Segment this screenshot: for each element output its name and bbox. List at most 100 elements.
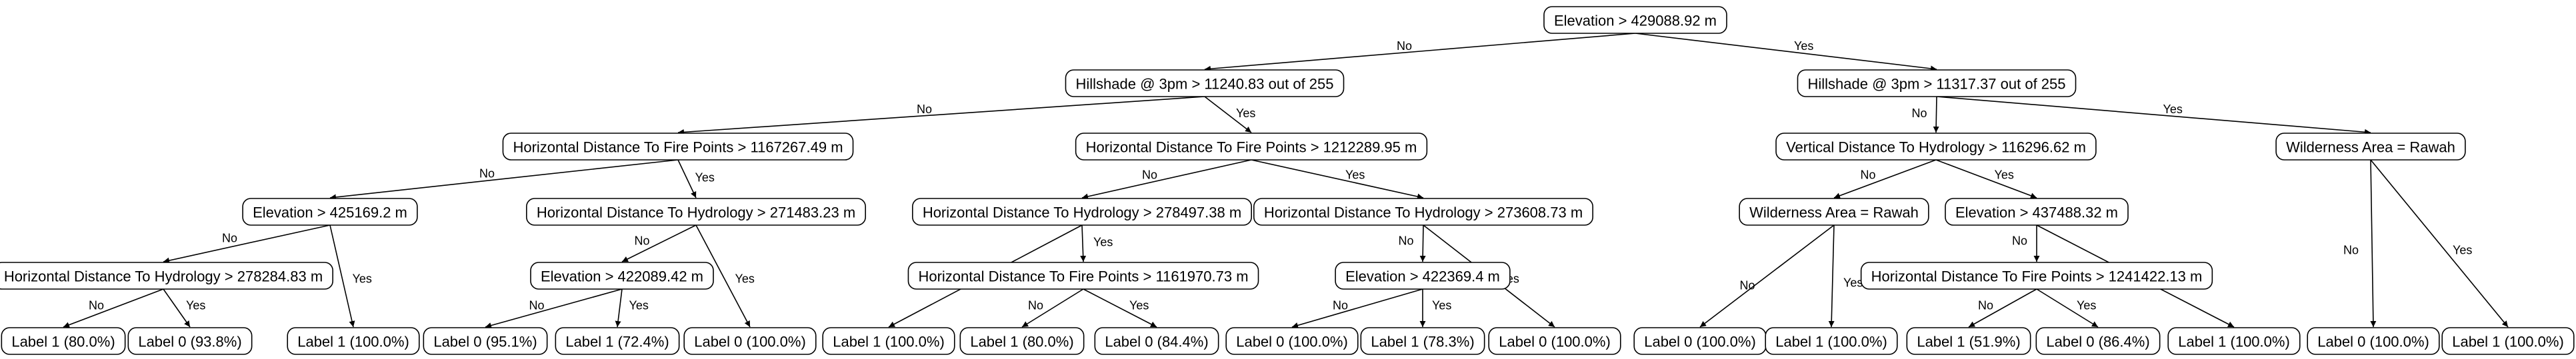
node-label: Label 0 (84.4%) bbox=[1105, 334, 1208, 350]
decision-node-n7: Elevation > 425169.2 m bbox=[242, 198, 418, 226]
edge-label-yes: Yes bbox=[735, 272, 755, 286]
node-box bbox=[1775, 133, 2097, 161]
decision-node-n10: Horizontal Distance To Hydrology > 27360… bbox=[1253, 198, 1593, 226]
edge-n11-n31-arrow bbox=[1828, 224, 1835, 328]
edge-label-yes: Yes bbox=[1843, 276, 1863, 290]
edge-n7-n13-arrow bbox=[163, 224, 331, 264]
node-label: Label 1 (100.0%) bbox=[833, 334, 945, 350]
node-box bbox=[2307, 327, 2440, 355]
node-box bbox=[127, 327, 253, 355]
node-box bbox=[1, 327, 126, 355]
edge-label-no: No bbox=[1911, 107, 1927, 120]
edge-label-yes: Yes bbox=[1129, 299, 1149, 312]
edge-label-yes: Yes bbox=[1093, 236, 1113, 249]
edge-n7-n20-arrow bbox=[329, 224, 355, 328]
node-label: Label 0 (86.4%) bbox=[2046, 334, 2149, 350]
node-box bbox=[1860, 262, 2213, 290]
edge-label-yes: Yes bbox=[1345, 169, 1365, 182]
nodes-layer: Elevation > 429088.92 m Hillshade @ 3pm >… bbox=[0, 6, 2575, 355]
edge-label-yes: Yes bbox=[1995, 169, 2014, 182]
edge-n15-n26-arrow bbox=[1083, 288, 1157, 328]
edge-n3-n8-arrow bbox=[677, 159, 697, 198]
decision-node-n13: Horizontal Distance To Hydrology > 27828… bbox=[0, 262, 333, 290]
edge-n5-n12-arrow bbox=[1935, 159, 2037, 199]
node-label: Label 1 (51.9%) bbox=[1917, 334, 2020, 350]
node-label: Label 1 (100.0%) bbox=[1775, 334, 1887, 350]
edge-label-no: No bbox=[222, 232, 237, 245]
decision-node-n16: Elevation > 422369.4 m bbox=[1335, 262, 1511, 290]
node-box bbox=[1765, 327, 1898, 355]
leaf-node-n25: Label 1 (80.0%) bbox=[959, 327, 1085, 355]
decision-node-n2: Hillshade @ 3pm > 11317.37 out of 255 bbox=[1797, 69, 2077, 97]
edge-label-yes: Yes bbox=[2163, 103, 2183, 116]
leaf-node-n35: Label 0 (100.0%) bbox=[2307, 327, 2440, 355]
node-box bbox=[526, 198, 866, 226]
edge-n8-n23-arrow bbox=[695, 224, 751, 328]
edge-label-yes: Yes bbox=[629, 299, 649, 312]
leaf-node-n30: Label 0 (100.0%) bbox=[1633, 327, 1767, 355]
decision-node-n14: Elevation > 422089.42 m bbox=[530, 262, 714, 290]
leaf-node-n28: Label 1 (78.3%) bbox=[1360, 327, 1485, 355]
edge-label-no: No bbox=[529, 299, 544, 312]
leaf-node-n32: Label 1 (51.9%) bbox=[1906, 327, 2031, 355]
node-box bbox=[1739, 198, 1929, 226]
node-box bbox=[1906, 327, 2031, 355]
node-box bbox=[1797, 69, 2077, 97]
node-label: Horizontal Distance To Fire Points > 121… bbox=[1086, 139, 1417, 156]
edge-label-no: No bbox=[1397, 39, 1412, 53]
leaf-node-n18: Label 1 (80.0%) bbox=[1, 327, 126, 355]
edge-n4-n10-arrow bbox=[1251, 159, 1424, 200]
edge-label-yes: Yes bbox=[2077, 299, 2096, 312]
edge-label-no: No bbox=[1028, 299, 1043, 312]
edge-n13-n19-arrow bbox=[163, 288, 191, 328]
node-box bbox=[1253, 198, 1593, 226]
edge-n17-n33-arrow bbox=[2036, 288, 2099, 328]
node-label: Label 1 (80.0%) bbox=[970, 334, 1073, 350]
decision-node-n6: Wilderness Area = Rawah bbox=[2275, 133, 2466, 161]
edge-n14-n22-arrow bbox=[615, 288, 623, 328]
node-label: Wilderness Area = Rawah bbox=[1749, 204, 1919, 221]
node-label: Label 0 (93.8%) bbox=[138, 334, 241, 350]
node-label: Wilderness Area = Rawah bbox=[2286, 139, 2455, 156]
node-label: Horizontal Distance To Hydrology > 27360… bbox=[1264, 204, 1583, 221]
edge-n16-n27-arrow bbox=[1291, 288, 1423, 328]
node-label: Label 1 (72.4%) bbox=[565, 334, 669, 350]
node-box bbox=[1335, 262, 1511, 290]
node-box bbox=[1488, 327, 1621, 355]
node-box bbox=[2035, 327, 2161, 355]
edge-label-yes: Yes bbox=[353, 272, 372, 286]
edge-n5-n11-arrow bbox=[1833, 159, 1937, 199]
node-box bbox=[1543, 6, 1727, 34]
node-box bbox=[242, 198, 418, 226]
decision-node-n17: Horizontal Distance To Fire Points > 124… bbox=[1860, 262, 2213, 290]
node-label: Elevation > 425169.2 m bbox=[253, 204, 407, 221]
node-label: Label 1 (100.0%) bbox=[2452, 334, 2564, 350]
edge-n11-n30-arrow bbox=[1699, 224, 1835, 328]
edge-n6-n35-arrow bbox=[2370, 159, 2377, 328]
edge-label-yes: Yes bbox=[1794, 39, 1813, 53]
edge-n4-n9-arrow bbox=[1081, 159, 1252, 200]
node-box bbox=[530, 262, 714, 290]
edge-label-yes: Yes bbox=[2453, 244, 2472, 257]
node-box bbox=[0, 262, 333, 290]
node-label: Elevation > 437488.32 m bbox=[1955, 204, 2118, 221]
edge-label-no: No bbox=[1860, 169, 1875, 182]
leaf-node-n21: Label 0 (95.1%) bbox=[423, 327, 548, 355]
node-box bbox=[683, 327, 817, 355]
node-box bbox=[1094, 327, 1219, 355]
node-label: Label 1 (80.0%) bbox=[11, 334, 115, 350]
decision-node-n0: Elevation > 429088.92 m bbox=[1543, 6, 1727, 34]
node-label: Elevation > 429088.92 m bbox=[1554, 13, 1717, 29]
decision-node-n12: Elevation > 437488.32 m bbox=[1945, 198, 2129, 226]
node-box bbox=[1225, 327, 1359, 355]
leaf-node-n19: Label 0 (93.8%) bbox=[127, 327, 253, 355]
leaf-node-n24: Label 1 (100.0%) bbox=[822, 327, 955, 355]
edge-n1-n4-arrow bbox=[1204, 96, 1252, 133]
node-label: Label 0 (100.0%) bbox=[2317, 334, 2429, 350]
edge-label-yes: Yes bbox=[1432, 299, 1451, 312]
decision-node-n15: Horizontal Distance To Fire Points > 116… bbox=[907, 262, 1259, 290]
edge-n6-n36-arrow bbox=[2370, 159, 2509, 328]
node-label: Hillshade @ 3pm > 11240.83 out of 255 bbox=[1075, 76, 1333, 93]
edge-n0-n1-arrow bbox=[1204, 33, 1636, 72]
node-label: Horizontal Distance To Fire Points > 116… bbox=[918, 268, 1248, 285]
